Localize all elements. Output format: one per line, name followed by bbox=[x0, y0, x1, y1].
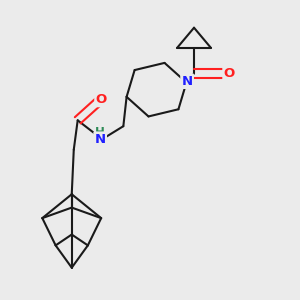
Text: O: O bbox=[95, 93, 107, 106]
Text: O: O bbox=[224, 67, 235, 80]
Text: N: N bbox=[182, 75, 193, 88]
Text: H: H bbox=[95, 126, 105, 139]
Text: N: N bbox=[94, 133, 106, 146]
